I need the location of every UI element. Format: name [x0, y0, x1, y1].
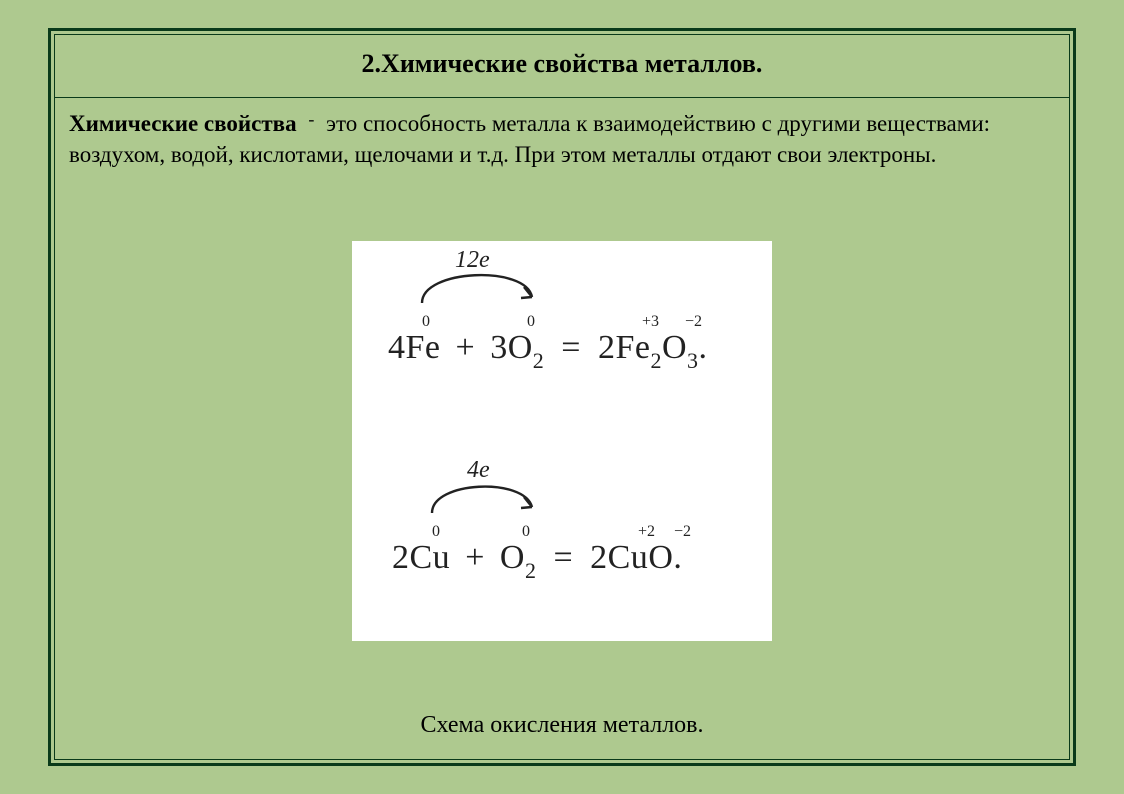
coef: 3 [490, 329, 508, 366]
coef: 2 [598, 329, 616, 366]
element: O [648, 539, 673, 576]
formula-2: 2Cu + O2 = 2CuO. [392, 539, 682, 582]
formula-1: 4Fe + 3O2 = 2Fe2O3. [388, 329, 708, 372]
period: . [673, 539, 682, 576]
dash: - [302, 109, 320, 129]
plus: + [459, 539, 491, 576]
period: . [699, 329, 708, 366]
title: 2.Химические свойства металлов. [55, 35, 1069, 98]
frame-inner: 2.Химические свойства металлов. Химическ… [54, 34, 1070, 760]
coef: 2 [392, 539, 410, 576]
diagram-caption: Схема окисления металлов. [69, 712, 1055, 739]
term: Химические свойства [69, 111, 297, 136]
electron-count-1: 12e [455, 247, 490, 274]
body: Химические свойства - это способность ме… [55, 98, 1069, 759]
subscript: 2 [650, 348, 662, 373]
equals: = [553, 329, 589, 366]
electron-count-2: 4e [467, 457, 490, 484]
element: Cu [608, 539, 649, 576]
frame-outer: 2.Химические свойства металлов. Химическ… [48, 28, 1076, 766]
subscript: 3 [687, 348, 699, 373]
element: Fe [406, 329, 441, 366]
element: O [500, 539, 525, 576]
element: O [508, 329, 533, 366]
equals: = [545, 539, 581, 576]
coef: 2 [590, 539, 608, 576]
diagram-wrap: 12e 0 0 +3 −2 4Fe + 3O2 = 2Fe2O3. [69, 188, 1055, 694]
element: Fe [615, 329, 650, 366]
subscript: 2 [533, 348, 545, 373]
oxidation-diagram: 12e 0 0 +3 −2 4Fe + 3O2 = 2Fe2O3. [352, 241, 772, 641]
subscript: 2 [525, 558, 537, 583]
element: O [662, 329, 687, 366]
plus: + [450, 329, 482, 366]
definition-paragraph: Химические свойства - это способность ме… [69, 108, 1055, 170]
slide: 2.Химические свойства металлов. Химическ… [0, 0, 1124, 794]
coef: 4 [388, 329, 406, 366]
element: Cu [410, 539, 451, 576]
